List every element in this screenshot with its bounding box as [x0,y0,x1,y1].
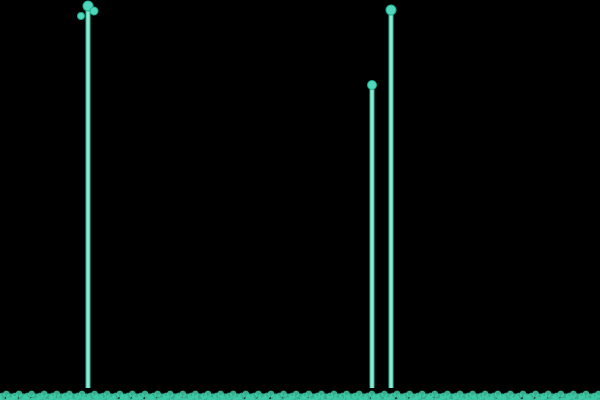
spectrum-svg [0,0,600,400]
peak-line-1[interactable] [86,2,91,388]
peak-group-3[interactable] [386,5,396,388]
peak-marker-1c[interactable] [78,13,85,20]
peak-marker-1b[interactable] [90,7,98,15]
baseline-noise-group [0,391,600,400]
peak-group-1[interactable] [78,1,99,388]
peak-line-2[interactable] [370,85,375,388]
peak-marker-2[interactable] [368,81,377,90]
peak-group-2[interactable] [368,81,377,389]
spectrum-chart [0,0,600,400]
peak-line-3[interactable] [389,10,394,388]
peak-marker-3[interactable] [386,5,396,15]
